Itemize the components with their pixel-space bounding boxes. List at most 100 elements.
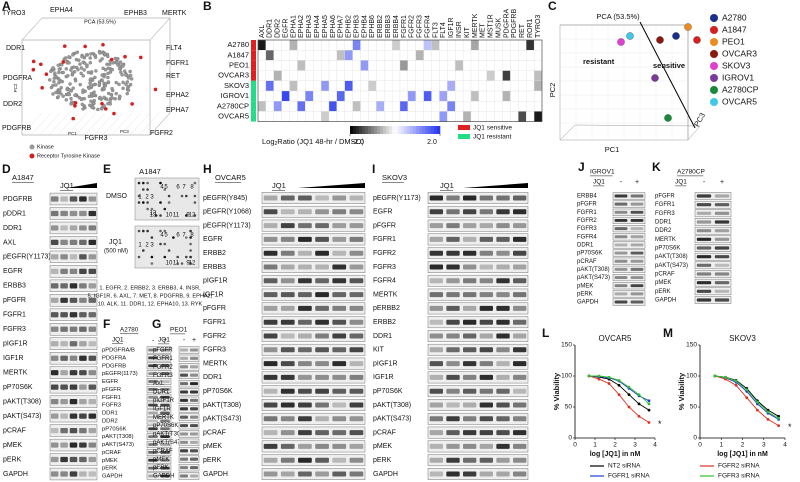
blot-label: pP70S6K (102, 426, 127, 432)
band (298, 236, 312, 242)
heatmap-cell (265, 70, 274, 81)
heatmap-cell (447, 111, 456, 122)
band (513, 292, 527, 298)
band (349, 471, 364, 477)
heatmap-cell (533, 50, 543, 61)
array-spot (137, 194, 141, 198)
band (332, 236, 347, 242)
band (332, 292, 347, 298)
band (614, 243, 628, 247)
blot-strip (612, 249, 646, 257)
colorbar-step (437, 126, 441, 134)
heatmap-cell (384, 111, 393, 122)
heatmap-cell (431, 101, 440, 112)
band (513, 388, 527, 394)
blot-strip (612, 290, 646, 298)
blot-label: FGFR1 (102, 395, 121, 401)
band (630, 292, 644, 296)
heatmap-cell (344, 80, 353, 92)
band (463, 278, 477, 284)
colorbar-step (362, 126, 366, 134)
kinase-dot (59, 92, 63, 96)
kinase-dot (89, 84, 93, 88)
band (429, 333, 443, 339)
band (463, 305, 477, 311)
band (88, 456, 97, 463)
kinase-dot (98, 51, 102, 55)
band (60, 427, 68, 434)
band (513, 278, 527, 284)
band (190, 390, 198, 394)
blot-label: pDDR1 (3, 210, 26, 217)
lane-label: - (183, 337, 186, 344)
legend-title: Log2Ratio (JQ1 48-hr / DMSO) (262, 137, 364, 147)
heatmap-cell (344, 50, 353, 61)
blot-strip (427, 454, 529, 467)
heatmap-cell (328, 70, 338, 81)
kinase-dot (126, 76, 131, 80)
band (160, 372, 170, 376)
band (630, 267, 644, 271)
blot-strip (427, 274, 529, 287)
column-label: EPHA5 (322, 15, 329, 38)
band (88, 225, 97, 231)
heatmap-cell (462, 101, 472, 112)
column-label: EPHA2 (298, 15, 305, 38)
kinase-dot (128, 69, 132, 74)
band (60, 370, 68, 376)
array-spot (163, 255, 167, 259)
heatmap-cell (384, 70, 393, 81)
band (263, 374, 278, 380)
column-label: EPHA7 (338, 15, 345, 38)
heatmap-cell (407, 111, 416, 122)
blot-label: MERTK (373, 291, 398, 298)
kinase-dot (74, 57, 79, 62)
panel-letter: B (203, 0, 212, 13)
axis-label: PC2 (13, 83, 18, 92)
colorbar-step (431, 126, 435, 134)
blot-strip (261, 219, 366, 232)
point (637, 414, 641, 418)
heatmap-cell (431, 80, 440, 92)
blot-strip (146, 409, 172, 417)
blot-strip (261, 371, 366, 384)
band (630, 251, 644, 255)
colorbar-step (380, 126, 384, 134)
heatmap-cell (494, 80, 503, 92)
band (463, 319, 477, 325)
axis-label: PC2 (548, 83, 557, 98)
heatmap-cell (447, 60, 456, 71)
heatmap-cell (494, 111, 503, 122)
kinase-dot (106, 91, 111, 96)
heatmap-cell (423, 101, 432, 112)
grid-line (129, 112, 151, 136)
blot-strip (146, 378, 172, 385)
heatmap-cell (336, 50, 345, 61)
band (714, 298, 730, 302)
blot-strip (178, 379, 200, 388)
band (630, 210, 644, 214)
point (745, 396, 749, 400)
colorbar-label: 2.0 (427, 139, 437, 146)
heatmap-cell (486, 90, 495, 102)
kinase-dot (102, 95, 106, 100)
band (315, 209, 329, 215)
kinase-dot (69, 96, 73, 101)
heatmap-cell (447, 101, 456, 112)
heatmap-cell (470, 60, 480, 71)
kinase-dot (117, 82, 121, 87)
blot-label: pAKT(T308) (373, 402, 411, 409)
band (429, 416, 443, 422)
blot-label: pCRAF (102, 450, 121, 456)
band (60, 471, 68, 477)
heatmap-cell (415, 101, 424, 112)
heatmap-cell (297, 101, 306, 112)
band (160, 411, 170, 415)
group-bar (251, 50, 256, 61)
heatmap-cell (486, 111, 495, 122)
heatmap-cell (289, 70, 298, 81)
heatmap-cell (407, 50, 416, 61)
point (734, 379, 738, 383)
kinase-dot (88, 103, 92, 107)
